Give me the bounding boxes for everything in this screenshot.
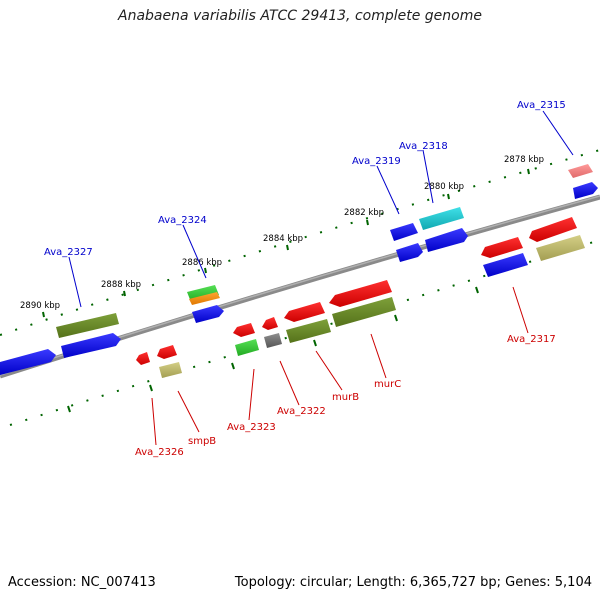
leader-line xyxy=(370,333,387,379)
tick-label: 2886 kbp xyxy=(182,258,222,268)
major-tick xyxy=(149,384,153,392)
gene-label-ava-2319[interactable]: Ava_2319 xyxy=(352,156,401,167)
gene-arrow[interactable] xyxy=(419,207,464,230)
leader-line xyxy=(182,224,207,279)
gene-arrow[interactable] xyxy=(573,182,598,199)
gene-arrow[interactable] xyxy=(286,319,331,343)
gene-arrow[interactable] xyxy=(192,305,224,323)
leader-line xyxy=(542,110,574,156)
gene-label-ava-2327[interactable]: Ava_2327 xyxy=(44,247,93,258)
tick-label: 2884 kbp xyxy=(263,234,303,244)
tick-label: 2882 kbp xyxy=(344,208,384,218)
major-tick xyxy=(231,362,235,370)
leader-line xyxy=(68,256,82,308)
gene-arrow[interactable] xyxy=(481,237,523,258)
forward-genes xyxy=(0,164,598,375)
gene-label-murc[interactable]: murC xyxy=(374,379,401,390)
gene-label-ava-2323[interactable]: Ava_2323 xyxy=(227,422,276,433)
gene-label-ava-2318[interactable]: Ava_2318 xyxy=(399,141,448,152)
leader-line xyxy=(512,286,529,334)
tick-label: 2878 kbp xyxy=(504,155,544,165)
gene-arrow[interactable] xyxy=(329,280,392,307)
major-tick xyxy=(475,286,479,294)
major-tick xyxy=(286,244,289,251)
gene-arrow[interactable] xyxy=(390,223,418,241)
major-tick xyxy=(447,193,450,200)
major-ticks xyxy=(42,168,530,413)
gene-label-ava-2324[interactable]: Ava_2324 xyxy=(158,215,207,226)
gene-arrow[interactable] xyxy=(396,243,423,262)
genome-summary-text: Topology: circular; Length: 6,365,727 bp… xyxy=(234,575,592,590)
gene-arrow[interactable] xyxy=(233,323,255,337)
gene-arrow[interactable] xyxy=(284,302,325,322)
gene-arrow[interactable] xyxy=(264,333,282,348)
gene-label-smpb[interactable]: smpB xyxy=(188,436,216,447)
major-tick xyxy=(527,168,530,175)
gene-arrow[interactable] xyxy=(262,317,278,330)
gene-arrow[interactable] xyxy=(189,292,220,305)
major-tick xyxy=(313,339,317,347)
gene-label-ava-2315[interactable]: Ava_2315 xyxy=(517,100,566,111)
gene-arrow[interactable] xyxy=(159,362,182,378)
gene-arrow[interactable] xyxy=(235,339,259,356)
gene-arrow[interactable] xyxy=(332,297,396,327)
label-leaders xyxy=(68,110,574,446)
leader-line xyxy=(248,368,255,421)
gene-arrow[interactable] xyxy=(568,164,593,178)
leader-line xyxy=(177,390,200,433)
major-tick xyxy=(204,267,207,274)
gene-arrow[interactable] xyxy=(56,313,119,338)
gene-arrow[interactable] xyxy=(136,352,150,365)
leader-line xyxy=(376,165,400,215)
gene-labels-top: Ava_2315 Ava_2318 Ava_2319 Ava_2324 Ava_… xyxy=(44,100,566,258)
leader-line xyxy=(315,350,343,391)
map-title: Anabaena variabilis ATCC 29413, complete… xyxy=(118,8,482,24)
tick-label: 2888 kbp xyxy=(101,280,141,290)
major-tick xyxy=(42,311,45,318)
leader-line xyxy=(422,149,434,204)
gene-labels-bottom: Ava_2317 murC murB Ava_2322 Ava_2323 smp… xyxy=(135,334,556,458)
accession-text: Accession: NC_007413 xyxy=(8,575,156,590)
gene-label-ava-2317[interactable]: Ava_2317 xyxy=(507,334,556,345)
major-tick xyxy=(394,314,398,322)
gene-arrow[interactable] xyxy=(61,333,121,358)
tick-label: 2890 kbp xyxy=(20,301,60,311)
tick-label: 2880 kbp xyxy=(424,182,464,192)
gene-arrow[interactable] xyxy=(529,217,577,242)
gene-arrow[interactable] xyxy=(0,349,56,375)
major-tick xyxy=(366,219,369,226)
gene-label-ava-2322[interactable]: Ava_2322 xyxy=(277,406,326,417)
gene-label-ava-2326[interactable]: Ava_2326 xyxy=(135,447,184,458)
reverse-genes xyxy=(136,217,585,378)
gene-arrow[interactable] xyxy=(425,228,468,252)
tick-labels: 2878 kbp 2880 kbp 2882 kbp 2884 kbp 2886… xyxy=(20,155,544,311)
leader-line xyxy=(151,397,157,446)
major-tick xyxy=(67,405,71,413)
gene-label-murb[interactable]: murB xyxy=(332,392,359,403)
gene-arrow[interactable] xyxy=(483,253,528,277)
gene-arrow[interactable] xyxy=(536,235,585,261)
major-tick xyxy=(123,290,126,297)
gene-arrow[interactable] xyxy=(157,345,177,359)
leader-line xyxy=(279,360,300,406)
